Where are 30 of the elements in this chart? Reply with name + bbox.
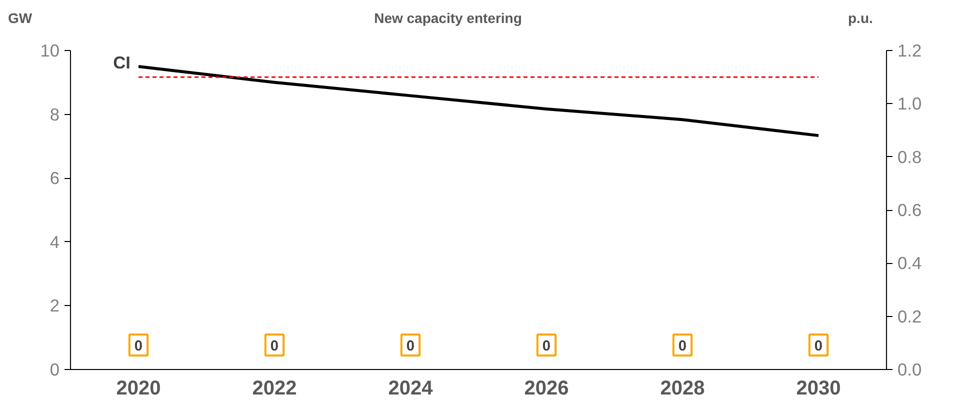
y2-tick-label: 0.2 xyxy=(898,306,922,326)
y2-tick-label: 0.4 xyxy=(898,253,922,274)
data-label: 0 xyxy=(134,338,143,354)
y-tick-label: 10 xyxy=(40,40,60,60)
y-tick-label: 6 xyxy=(50,168,60,188)
x-tick-label: 2026 xyxy=(524,378,569,400)
y2-axis-title: p.u. xyxy=(848,9,874,28)
y-tick-label: 0 xyxy=(50,360,60,380)
y2-tick-label: 0.8 xyxy=(898,146,922,167)
y2-tick-label: 0.0 xyxy=(898,360,922,380)
x-tick-label: 2028 xyxy=(660,378,705,400)
series-label: CI xyxy=(113,52,131,72)
data-label: 0 xyxy=(678,338,687,354)
x-tick-label: 2022 xyxy=(252,378,297,400)
y-tick-label: 2 xyxy=(50,296,60,316)
y2-tick-label: 1.0 xyxy=(898,94,922,114)
x-tick-label: 2030 xyxy=(796,378,841,400)
y2-tick-label: 1.2 xyxy=(898,40,922,60)
x-tick-label: 2024 xyxy=(388,378,434,400)
y2-tick-label: 0.6 xyxy=(898,200,922,220)
data-label: 0 xyxy=(542,338,551,354)
y-tick-label: 4 xyxy=(50,232,60,252)
y-tick-label: 8 xyxy=(50,104,60,124)
x-tick-label: 2020 xyxy=(116,378,161,400)
data-label: 0 xyxy=(406,338,415,354)
chart-title: New capacity entering xyxy=(373,9,523,28)
data-label: 0 xyxy=(270,338,279,354)
line-series xyxy=(137,64,820,138)
y-axis-title: GW xyxy=(8,9,34,28)
data-label: 0 xyxy=(814,338,823,354)
